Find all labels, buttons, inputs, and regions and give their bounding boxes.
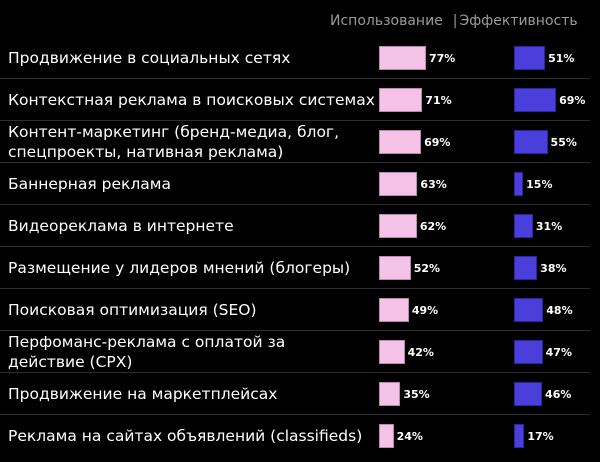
effectiveness-value-label: 47% [545, 346, 572, 359]
chart-row: Контент-маркетинг (бренд-медиа, блог, сп… [0, 121, 590, 163]
effectiveness-bar [514, 130, 548, 154]
usage-value-label: 42% [407, 346, 434, 359]
effectiveness-bar [514, 340, 543, 364]
effectiveness-value-label: 38% [540, 262, 567, 275]
chart-row: Реклама на сайтах объявлений (classified… [0, 415, 590, 457]
effectiveness-bar [514, 214, 533, 238]
effectiveness-value-label: 55% [550, 136, 577, 149]
usage-bar [379, 46, 426, 70]
effectiveness-bar [514, 382, 543, 406]
usage-bar [379, 214, 417, 238]
usage-bar [379, 172, 418, 196]
usage-bar [379, 424, 394, 448]
effectiveness-bar [514, 424, 525, 448]
category-label: Баннерная реклама [8, 174, 171, 193]
effectiveness-bar [514, 256, 538, 280]
usage-value-label: 52% [413, 262, 441, 275]
usage-value-label: 63% [420, 178, 447, 191]
legend: Использование | Эффективность [330, 13, 588, 29]
usage-value-label: 69% [424, 136, 451, 149]
chart-rows: Продвижение в социальных сетях 77% 51% Конт… [0, 37, 590, 457]
effectiveness-bar [514, 88, 557, 112]
effectiveness-value-label: 69% [559, 94, 586, 107]
usage-value-label: 35% [403, 388, 430, 401]
usage-bar [379, 256, 411, 280]
category-label: Продвижение на маркетплейсах [8, 384, 278, 403]
category-label: Видеореклама в интернете [8, 216, 234, 235]
chart-row: Баннерная реклама 63% 15% [0, 163, 590, 205]
usage-bar [379, 298, 409, 322]
category-label: Поисковая оптимизация (SEO) [8, 300, 257, 319]
usage-bar [379, 340, 405, 364]
category-label: Контент-маркетинг (бренд-медиа, блог, сп… [8, 122, 339, 161]
effectiveness-value-label: 31% [535, 220, 563, 233]
legend-effectiveness: Эффективность [459, 13, 578, 29]
chart-row: Размещение у лидеров мнений (блогеры) 52%… [0, 247, 590, 289]
category-label: Перфоманс-реклама с оплатой за действие … [8, 332, 286, 371]
effectiveness-bar [514, 172, 524, 196]
effectiveness-value-label: 15% [526, 178, 553, 191]
effectiveness-value-label: 17% [527, 430, 554, 443]
usage-value-label: 71% [425, 94, 452, 107]
usage-bar [379, 130, 422, 154]
effectiveness-value-label: 51% [548, 52, 575, 65]
chart-row: Продвижение в социальных сетях 77% 51% [0, 37, 590, 79]
effectiveness-value-label: 48% [546, 304, 573, 317]
chart-row: Контекстная реклама в поисковых системах… [0, 79, 590, 121]
chart-row: Видеореклама в интернете 62% 31% [0, 205, 590, 247]
category-label: Реклама на сайтах объявлений (classified… [8, 427, 363, 445]
category-label: Продвижение в социальных сетях [8, 48, 291, 67]
legend-usage: Использование [330, 13, 443, 29]
effectiveness-bar [514, 298, 544, 322]
effectiveness-value-label: 46% [545, 388, 572, 401]
usage-bar [379, 88, 423, 112]
usage-bar [379, 382, 401, 406]
usage-value-label: 49% [411, 304, 439, 317]
chart-row: Перфоманс-реклама с оплатой за действие … [0, 331, 590, 373]
usage-value-label: 24% [396, 430, 423, 443]
usage-value-label: 77% [428, 52, 456, 65]
legend-separator: | [452, 13, 458, 29]
category-label: Размещение у лидеров мнений (блогеры) [8, 258, 351, 277]
category-label: Контекстная реклама в поисковых системах [8, 90, 375, 109]
chart-row: Поисковая оптимизация (SEO) 49% 48% [0, 289, 590, 331]
effectiveness-bar [514, 46, 546, 70]
chart-row: Продвижение на маркетплейсах 35% 46% [0, 373, 590, 415]
usage-value-label: 62% [419, 220, 447, 233]
